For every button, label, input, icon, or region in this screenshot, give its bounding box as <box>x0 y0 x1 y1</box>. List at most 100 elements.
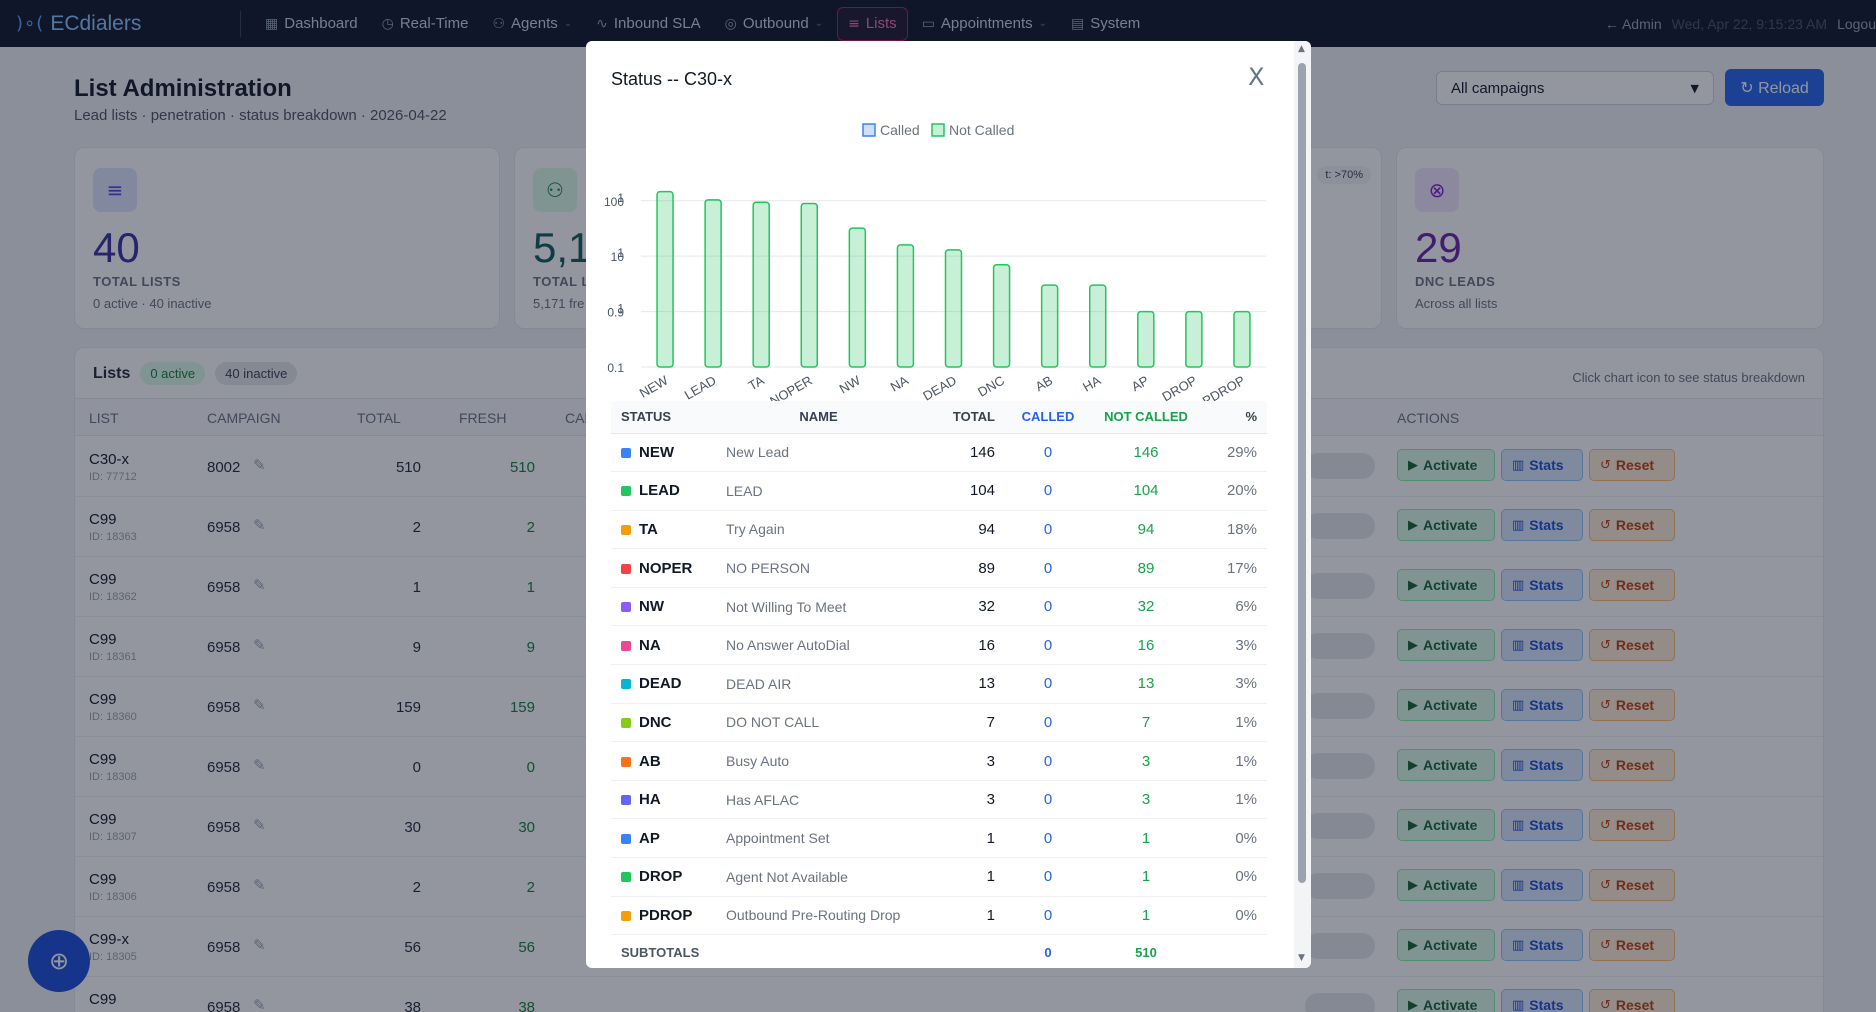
campaign-select[interactable]: All campaigns ▼ <box>1436 71 1714 105</box>
edit-pencil-icon[interactable]: ✎ <box>253 576 266 594</box>
play-icon: ▶ <box>1408 697 1418 713</box>
reset-button[interactable]: ↺ Reset <box>1589 929 1675 961</box>
status-code: PDROP <box>639 906 693 924</box>
logout-link[interactable]: Logou <box>1837 15 1876 32</box>
stats-button[interactable]: ▥ Stats <box>1501 809 1583 841</box>
activate-button[interactable]: ▶ Activate <box>1397 869 1495 901</box>
bar-not-called-dead[interactable] <box>944 249 963 368</box>
status-code-cell: DROP <box>611 857 716 897</box>
activate-button[interactable]: ▶ Activate <box>1397 689 1495 721</box>
reset-button[interactable]: ↺ Reset <box>1589 569 1675 601</box>
list-name[interactable]: C99 <box>89 871 117 888</box>
stat-note: 0 active · 40 inactive <box>93 296 212 311</box>
modal-scrollbar[interactable]: ▲ ▼ <box>1294 41 1311 968</box>
activate-button[interactable]: ▶ Activate <box>1397 989 1495 1012</box>
close-icon[interactable]: X <box>1248 63 1265 91</box>
edit-pencil-icon[interactable]: ✎ <box>253 456 266 474</box>
list-name[interactable]: C30-x <box>89 451 130 468</box>
edit-pencil-icon[interactable]: ✎ <box>253 936 266 954</box>
nav-item-dashboard[interactable]: ▦ Dashboard <box>255 7 368 41</box>
reset-button[interactable]: ↺ Reset <box>1589 869 1675 901</box>
nav-item-label: Agents <box>511 15 558 32</box>
reset-button[interactable]: ↺ Reset <box>1589 809 1675 841</box>
bar-not-called-pdrop[interactable] <box>1233 310 1251 368</box>
bar-not-called-new[interactable] <box>656 190 674 368</box>
bar-not-called-dnc[interactable] <box>992 264 1011 368</box>
activate-button[interactable]: ▶ Activate <box>1397 569 1495 601</box>
edit-pencil-icon[interactable]: ✎ <box>253 876 266 894</box>
user-icon: ⚇ <box>533 168 577 212</box>
list-name[interactable]: C99-x <box>89 931 130 948</box>
admin-user-link[interactable]: ← Admin <box>1604 15 1662 32</box>
edit-pencil-icon[interactable]: ✎ <box>253 756 266 774</box>
nav-item-real-time[interactable]: ◷ Real-Time <box>372 7 479 41</box>
list-name[interactable]: C99 <box>89 811 117 828</box>
bar-not-called-na[interactable] <box>896 244 915 368</box>
stats-button[interactable]: ▥ Stats <box>1501 629 1583 661</box>
status-total: 1 <box>921 857 1005 897</box>
activate-button[interactable]: ▶ Activate <box>1397 449 1495 481</box>
reset-button[interactable]: ↺ Reset <box>1589 449 1675 481</box>
status-code-cell: AP <box>611 818 716 859</box>
reset-button[interactable]: ↺ Reset <box>1589 749 1675 781</box>
bar-not-called-noper[interactable] <box>800 202 819 368</box>
stats-button[interactable]: ▥ Stats <box>1501 509 1583 541</box>
list-name[interactable]: C99 <box>89 631 117 648</box>
reset-button[interactable]: ↺ Reset <box>1589 989 1675 1012</box>
activate-button[interactable]: ▶ Activate <box>1397 509 1495 541</box>
reset-button[interactable]: ↺ Reset <box>1589 689 1675 721</box>
list-icon: ≡ <box>848 15 860 32</box>
nav-item-agents[interactable]: ⚇ Agents ⌄ <box>482 7 582 41</box>
brand-logo[interactable]: )∘( ECdialers <box>0 12 240 36</box>
edit-pencil-icon[interactable]: ✎ <box>253 816 266 834</box>
bar-not-called-ta[interactable] <box>752 201 770 368</box>
activate-button[interactable]: ▶ Activate <box>1397 929 1495 961</box>
status-name: Try Again <box>716 510 921 550</box>
activate-button[interactable]: ▶ Activate <box>1397 809 1495 841</box>
reset-icon: ↺ <box>1600 697 1611 713</box>
edit-pencil-icon[interactable]: ✎ <box>253 696 266 714</box>
list-total: 1 <box>412 579 421 596</box>
status-table-body: NEW New Lead 146 0 146 29% LEAD LEAD 104 0 104 20% T… <box>611 433 1267 968</box>
stats-button[interactable]: ▥ Stats <box>1501 749 1583 781</box>
list-name[interactable]: C99 <box>89 571 117 588</box>
search-fab-button[interactable]: ⊕ <box>28 930 90 992</box>
nav-item-inbound-sla[interactable]: ∿ Inbound SLA <box>586 7 710 41</box>
status-not-called: 89 <box>1091 548 1201 588</box>
stats-button[interactable]: ▥ Stats <box>1501 989 1583 1012</box>
activate-button[interactable]: ▶ Activate <box>1397 749 1495 781</box>
stats-button[interactable]: ▥ Stats <box>1501 869 1583 901</box>
nav-item-outbound[interactable]: ◎ Outbound ⌄ <box>715 7 834 41</box>
bar-not-called-drop[interactable] <box>1185 310 1203 368</box>
activate-button[interactable]: ▶ Activate <box>1397 629 1495 661</box>
edit-pencil-icon[interactable]: ✎ <box>253 636 266 654</box>
list-name[interactable]: C99 <box>89 511 117 528</box>
stats-button[interactable]: ▥ Stats <box>1501 689 1583 721</box>
reset-button[interactable]: ↺ Reset <box>1589 629 1675 661</box>
stats-button[interactable]: ▥ Stats <box>1501 929 1583 961</box>
bar-not-called-ha[interactable] <box>1088 284 1107 368</box>
list-name[interactable]: C99 <box>89 691 117 708</box>
bar-not-called-lead[interactable] <box>704 199 722 368</box>
edit-pencil-icon[interactable]: ✎ <box>253 516 266 534</box>
stats-button[interactable]: ▥ Stats <box>1501 449 1583 481</box>
scroll-up-icon[interactable]: ▲ <box>1298 44 1305 54</box>
page-subtitle: Lead lists · penetration · status breakd… <box>74 107 447 124</box>
bar-not-called-ap[interactable] <box>1137 310 1155 368</box>
reload-button[interactable]: ↻ Reload <box>1725 69 1824 106</box>
list-name[interactable]: C99 <box>89 751 117 768</box>
nav-item-system[interactable]: ▤ System <box>1061 7 1150 41</box>
bar-not-called-nw[interactable] <box>848 227 867 368</box>
bar-not-called-ab[interactable] <box>1040 284 1059 368</box>
stats-button[interactable]: ▥ Stats <box>1501 569 1583 601</box>
reset-button[interactable]: ↺ Reset <box>1589 509 1675 541</box>
scrollbar-thumb[interactable] <box>1298 63 1306 883</box>
nav-item-lists[interactable]: ≡ Lists <box>837 6 908 41</box>
scroll-down-icon[interactable]: ▼ <box>1298 953 1305 963</box>
nav-item-appointments[interactable]: ▭ Appointments ⌄ <box>912 7 1057 41</box>
list-fresh: 9 <box>526 639 535 656</box>
edit-pencil-icon[interactable]: ✎ <box>253 996 266 1012</box>
list-total: 510 <box>395 459 421 476</box>
list-name[interactable]: C99 <box>89 991 117 1008</box>
